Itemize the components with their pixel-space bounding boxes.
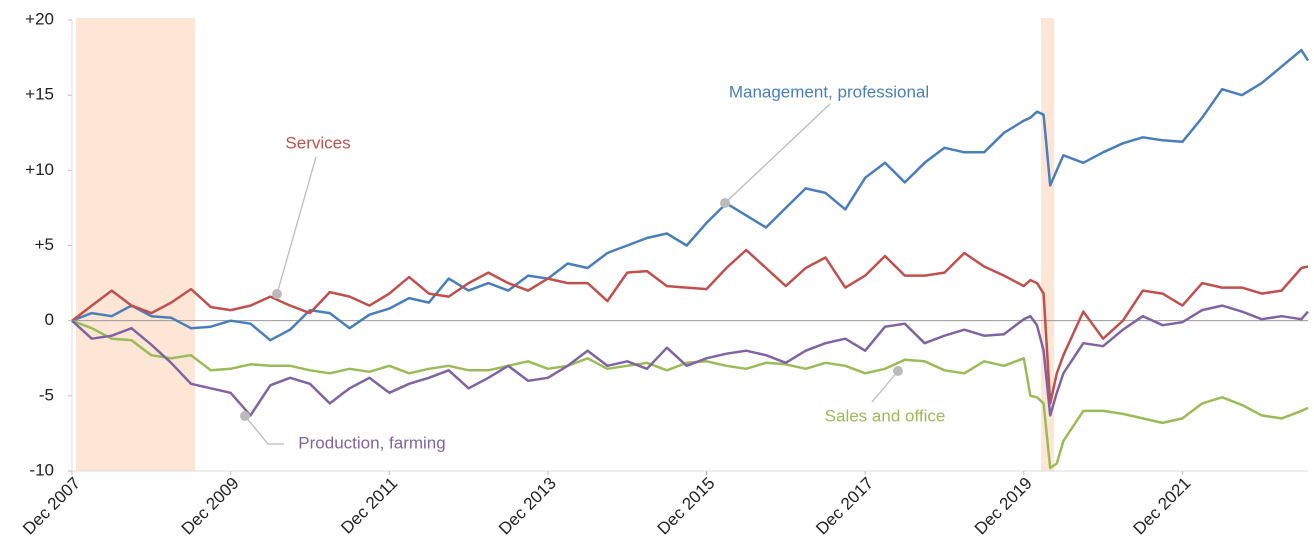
y-tick-label: 0 [45, 310, 54, 329]
leader-line [871, 370, 899, 403]
recession-shade [76, 18, 195, 471]
leader-dot [893, 366, 903, 376]
y-tick-label: +10 [25, 160, 54, 179]
leader-line [244, 415, 284, 445]
y-tick-label: +20 [25, 9, 54, 28]
x-tick-label: Dec 2007 [19, 474, 84, 539]
leader-dot [720, 198, 730, 208]
y-tick-label: -10 [29, 460, 54, 479]
x-tick-label: Dec 2009 [178, 474, 243, 539]
x-tick-label: Dec 2017 [812, 474, 877, 539]
series-label: Management, professional [729, 82, 929, 101]
series-label: Services [285, 133, 350, 152]
series-line [71, 304, 1309, 417]
series-line [71, 319, 1309, 470]
leader-line [724, 103, 831, 204]
x-tick-label: Dec 2019 [971, 474, 1036, 539]
y-tick-label: +5 [35, 235, 54, 254]
x-tick-label: Dec 2011 [337, 474, 401, 538]
leader-line [276, 156, 317, 295]
x-tick-label: Dec 2021 [1130, 474, 1195, 539]
series-line [71, 48, 1310, 342]
leader-dot [240, 411, 250, 421]
y-tick-label: -5 [39, 385, 54, 404]
x-tick-label: Dec 2013 [495, 474, 560, 539]
series-label: Production, farming [298, 433, 445, 452]
leader-dot [272, 289, 282, 299]
series-label: Sales and office [825, 406, 946, 425]
series-line [71, 248, 1309, 405]
x-tick-label: Dec 2015 [654, 474, 719, 539]
y-tick-label: +15 [25, 85, 54, 104]
